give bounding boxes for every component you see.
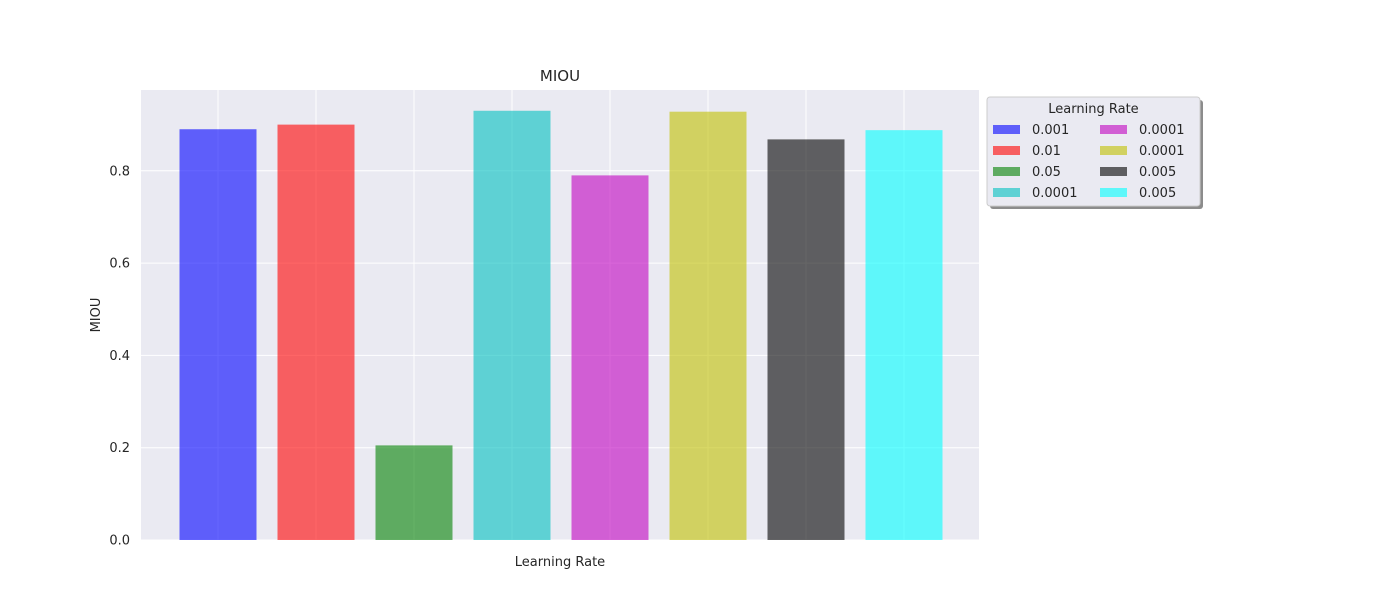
y-axis-ticks: 0.0 0.2 0.4 0.6 0.8 xyxy=(109,164,130,548)
legend-label: 0.0001 xyxy=(1139,123,1185,138)
legend-swatch xyxy=(1100,146,1127,155)
legend-swatch xyxy=(1100,125,1127,134)
bar xyxy=(571,175,649,540)
legend-label: 0.01 xyxy=(1032,144,1061,159)
legend-swatch xyxy=(993,167,1020,176)
plot-area xyxy=(141,90,979,540)
y-tick-label: 0.8 xyxy=(109,164,130,179)
bars xyxy=(179,110,943,541)
bar xyxy=(473,110,551,541)
chart-title: MIOU xyxy=(540,67,580,85)
legend-label: 0.0001 xyxy=(1139,144,1185,159)
legend-swatch xyxy=(1100,188,1127,197)
bar xyxy=(669,111,747,540)
y-tick-label: 0.4 xyxy=(109,349,130,364)
legend-box xyxy=(986,96,1201,207)
y-tick-label: 0.2 xyxy=(109,441,130,456)
bar xyxy=(179,129,257,540)
legend: Learning Rate 0.0010.010.050.00010.00010… xyxy=(986,96,1203,209)
legend-swatch xyxy=(993,146,1020,155)
legend-title: Learning Rate xyxy=(1048,102,1138,117)
bar xyxy=(375,445,453,540)
legend-label: 0.005 xyxy=(1139,165,1176,180)
y-axis-label: MIOU xyxy=(89,298,104,333)
y-tick-label: 0.0 xyxy=(109,534,130,549)
legend-label: 0.001 xyxy=(1032,123,1069,138)
legend-label: 0.005 xyxy=(1139,186,1176,201)
y-tick-label: 0.6 xyxy=(109,257,130,272)
bar xyxy=(767,139,845,540)
legend-label: 0.0001 xyxy=(1032,186,1078,201)
bar xyxy=(277,124,355,540)
legend-items: 0.001 0.01 0.05 0.0001 0.0001 0.0001 0.005 0.00… xyxy=(993,123,1185,201)
x-axis-label: Learning Rate xyxy=(515,555,605,570)
bar xyxy=(865,130,943,540)
legend-label: 0.05 xyxy=(1032,165,1061,180)
legend-swatch xyxy=(993,188,1020,197)
legend-swatch xyxy=(993,125,1020,134)
legend-swatch xyxy=(1100,167,1127,176)
